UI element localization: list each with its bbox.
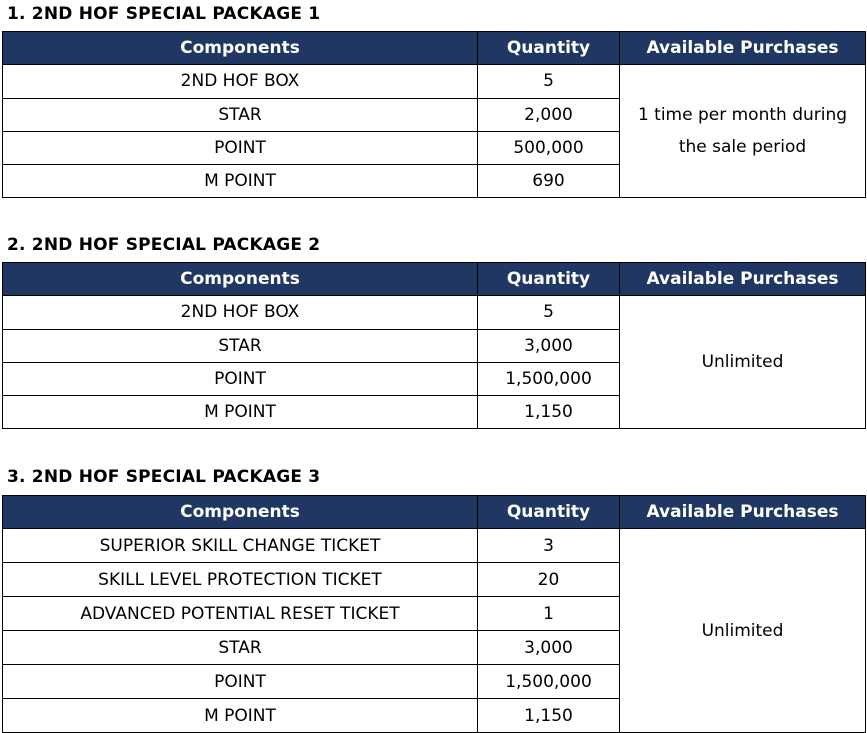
quantity-cell: 500,000 — [477, 130, 620, 166]
header-quantity: Quantity — [477, 30, 620, 66]
quantity-cell: 3,000 — [477, 630, 620, 666]
header-row: Components Quantity Available Purchases — [2, 30, 866, 66]
table-row: POINT 500,000 — [2, 130, 866, 166]
header-components: Components — [2, 30, 478, 66]
table-row: STAR 2,000 — [2, 97, 866, 132]
header-quantity: Quantity — [477, 494, 620, 530]
package-table: Components Quantity Available Purchases SUP… — [2, 494, 866, 733]
component-cell: POINT — [2, 130, 478, 166]
quantity-cell: 1 — [477, 596, 620, 632]
available-cell: 1 time per month during the sale period — [619, 64, 866, 199]
quantity-cell: 5 — [477, 295, 620, 330]
table-row: SKILL LEVEL PROTECTION TICKET 20 — [2, 562, 866, 598]
quantity-cell: 690 — [477, 164, 620, 199]
header-quantity: Quantity — [477, 261, 620, 297]
table-row: SUPERIOR SKILL CHANGE TICKET 3 Unlimited — [2, 528, 866, 733]
header-components: Components — [2, 261, 478, 297]
quantity-cell: 1,500,000 — [477, 361, 620, 397]
component-cell: 2ND HOF BOX — [2, 64, 478, 99]
quantity-cell: 1,150 — [477, 698, 620, 733]
available-cell: Unlimited — [619, 528, 866, 733]
available-cell: Unlimited — [619, 295, 866, 430]
table-row: ADVANCED POTENTIAL RESET TICKET 1 — [2, 596, 866, 632]
table-row: POINT 1,500,000 — [2, 664, 866, 700]
table-row: POINT 1,500,000 — [2, 361, 866, 397]
quantity-cell: 3,000 — [477, 328, 620, 363]
header-available: Available Purchases — [619, 494, 866, 530]
component-cell: SKILL LEVEL PROTECTION TICKET — [2, 562, 478, 598]
component-cell: STAR — [2, 97, 478, 132]
package-title: 3. 2ND HOF SPECIAL PACKAGE 3 — [7, 467, 321, 487]
quantity-cell: 20 — [477, 562, 620, 598]
package-title: 2. 2ND HOF SPECIAL PACKAGE 2 — [7, 235, 321, 255]
component-cell: M POINT — [2, 164, 478, 199]
quantity-cell: 1,150 — [477, 395, 620, 430]
table-row: 2ND HOF BOX 5 1 time per month during the … — [2, 64, 866, 199]
component-cell: 2ND HOF BOX — [2, 295, 478, 330]
table-row: M POINT 1,150 — [2, 698, 866, 733]
component-cell: M POINT — [2, 395, 478, 430]
table-row: M POINT 1,150 — [2, 395, 866, 430]
header-available: Available Purchases — [619, 30, 866, 66]
header-row: Components Quantity Available Purchases — [2, 494, 866, 530]
quantity-cell: 3 — [477, 528, 620, 564]
component-cell: SUPERIOR SKILL CHANGE TICKET — [2, 528, 478, 564]
header-available: Available Purchases — [619, 261, 866, 297]
quantity-cell: 1,500,000 — [477, 664, 620, 700]
header-row: Components Quantity Available Purchases — [2, 261, 866, 297]
component-cell: ADVANCED POTENTIAL RESET TICKET — [2, 596, 478, 632]
table-row: 2ND HOF BOX 5 Unlimited — [2, 295, 866, 430]
header-components: Components — [2, 494, 478, 530]
table-row: M POINT 690 — [2, 164, 866, 199]
quantity-cell: 5 — [477, 64, 620, 99]
component-cell: POINT — [2, 361, 478, 397]
package-table: Components Quantity Available Purchases 2ND… — [2, 30, 866, 199]
component-cell: STAR — [2, 630, 478, 666]
quantity-cell: 2,000 — [477, 97, 620, 132]
table-row: STAR 3,000 — [2, 630, 866, 666]
package-table: Components Quantity Available Purchases 2ND… — [2, 261, 866, 430]
package-title: 1. 2ND HOF SPECIAL PACKAGE 1 — [7, 4, 321, 24]
component-cell: M POINT — [2, 698, 478, 733]
table-row: STAR 3,000 — [2, 328, 866, 363]
component-cell: POINT — [2, 664, 478, 700]
component-cell: STAR — [2, 328, 478, 363]
